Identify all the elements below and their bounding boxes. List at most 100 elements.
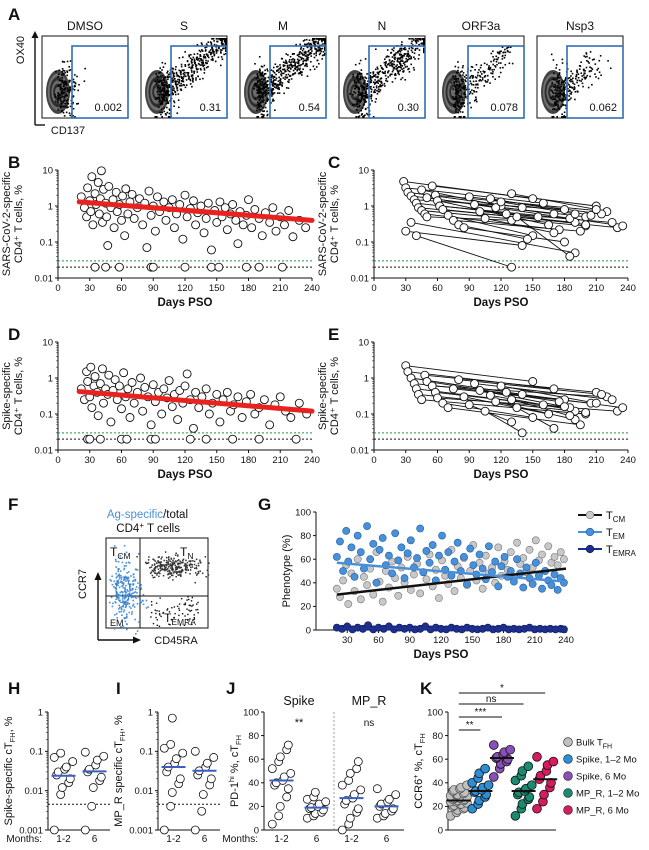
- a-event-dot: [294, 63, 296, 65]
- a-event-dot: [162, 98, 165, 101]
- a-event-dot: [473, 89, 475, 92]
- f-total-cell-dot: [158, 565, 161, 567]
- a-event-dot: [471, 66, 474, 68]
- series-em-point: [406, 536, 415, 545]
- pair-point-second: [538, 400, 548, 410]
- a-event-dot: [359, 91, 361, 94]
- f-specific-cell-dot: [140, 588, 143, 590]
- a-event-dot: [288, 61, 291, 63]
- f-total-cell-dot: [178, 609, 181, 611]
- a-event-dot: [391, 73, 393, 76]
- a-event-dot: [365, 107, 367, 110]
- a-event-dot: [318, 39, 320, 41]
- a-event-dot: [565, 76, 567, 79]
- f-total-cell-dot: [194, 572, 197, 574]
- a-event-dot: [161, 116, 163, 118]
- pair-point-first: [411, 231, 421, 241]
- a-xaxis-label: CD137: [51, 125, 85, 137]
- f-specific-cell-dot: [116, 592, 118, 594]
- x-tick-label: 150: [464, 635, 480, 646]
- a-event-dot: [293, 59, 296, 62]
- a-event-dot: [504, 48, 506, 51]
- a-event-dot: [264, 72, 267, 75]
- f-specific-cell-dot: [126, 589, 128, 591]
- a-event-dot: [303, 51, 306, 54]
- f-title-rest: /total: [163, 509, 188, 521]
- a-event-dot: [379, 64, 382, 67]
- a-event-dot: [259, 109, 262, 111]
- a-event-dot: [157, 106, 160, 108]
- a-event-dot: [220, 42, 223, 44]
- a-event-dot: [163, 79, 166, 82]
- a-event-dot: [563, 111, 566, 114]
- a-event-dot: [307, 56, 310, 59]
- a-event-dot: [180, 76, 183, 78]
- a-event-dot: [258, 55, 261, 58]
- pair-point-first: [501, 387, 511, 397]
- f-specific-cell-dot: [115, 577, 118, 579]
- a-event-dot: [555, 67, 557, 69]
- a-event-dot: [320, 39, 323, 41]
- data-point: [275, 392, 285, 402]
- a-event-dot: [212, 48, 214, 51]
- a-event-dot: [182, 77, 184, 80]
- a-event-dot: [204, 50, 207, 52]
- a-event-dot: [270, 78, 272, 81]
- a-event-dot: [470, 82, 472, 85]
- a-event-dot: [296, 58, 299, 61]
- f-total-cell-dot: [171, 566, 173, 568]
- a-event-dot: [289, 63, 292, 66]
- a-event-dot: [290, 61, 292, 64]
- a-event-dot: [160, 100, 162, 102]
- a-event-dot: [57, 75, 59, 78]
- a-event-dot: [163, 90, 165, 93]
- a-event-dot: [358, 62, 361, 65]
- a-event-dot: [455, 77, 458, 80]
- a-event-dot: [156, 75, 158, 77]
- f-total-cell-dot: [193, 618, 196, 620]
- a-event-dot: [369, 74, 372, 77]
- a-event-dot: [374, 79, 376, 81]
- a-event-dot: [370, 88, 373, 91]
- f-total-cell-dot: [169, 576, 171, 578]
- data-point: [87, 403, 97, 413]
- a-event-dot: [463, 85, 466, 88]
- pair-point-second: [565, 411, 575, 421]
- a-event-dot: [360, 109, 362, 112]
- a-event-dot: [258, 106, 261, 108]
- a-event-dot: [165, 99, 168, 102]
- f-total-cell-dot: [188, 560, 190, 562]
- f-total-cell-dot: [150, 616, 152, 618]
- x-tick-label: 180: [496, 635, 512, 646]
- a-event-dot: [157, 80, 159, 82]
- a-event-dot: [260, 65, 263, 68]
- f-total-cell-dot: [197, 562, 200, 565]
- a-event-dot: [173, 105, 175, 107]
- a-event-dot: [563, 85, 565, 88]
- a-event-dot: [207, 65, 209, 68]
- a-event-dot: [459, 89, 462, 91]
- a-event-dot: [225, 39, 227, 42]
- pair-point-second: [575, 226, 585, 236]
- y-tick-label: 0.1: [40, 237, 53, 248]
- f-total-cell-dot: [147, 559, 150, 561]
- a-event-dot: [276, 86, 278, 88]
- f-total-cell-dot: [159, 561, 161, 564]
- x-axis-title: Days PSO: [414, 649, 469, 661]
- f-specific-cell-dot: [121, 598, 124, 600]
- a-event-dot: [256, 109, 258, 112]
- data-point: [106, 417, 116, 427]
- series-em-point: [528, 580, 537, 588]
- a-event-dot: [187, 71, 190, 74]
- y-tick-label: 20: [300, 602, 311, 613]
- a-event-dot: [376, 89, 378, 92]
- a-event-dot: [287, 80, 289, 83]
- a-event-dot: [492, 71, 494, 73]
- f-total-cell-dot: [188, 609, 190, 611]
- f-total-cell-dot: [176, 555, 179, 557]
- a-event-dot: [391, 60, 394, 62]
- y-tick-label: 60: [432, 755, 443, 766]
- a-event-dot: [357, 73, 360, 75]
- a-event-dot: [180, 82, 182, 85]
- a-event-dot: [397, 52, 399, 54]
